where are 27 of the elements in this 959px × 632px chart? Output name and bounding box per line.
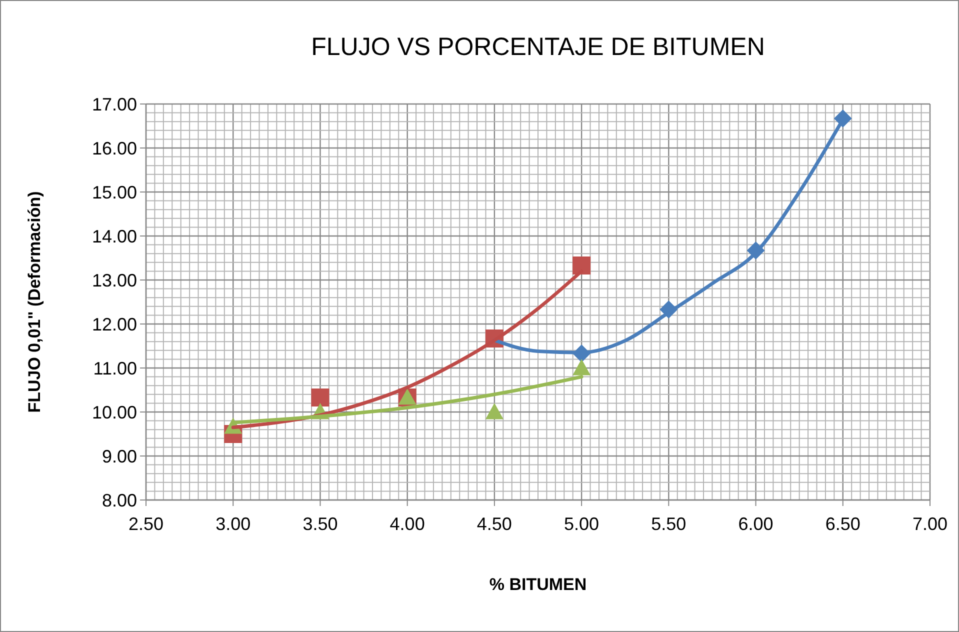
- x-tick-label: 7.00: [912, 514, 948, 534]
- point: [572, 256, 591, 274]
- y-tick-label: 17.00: [92, 94, 137, 114]
- y-tick-label: 9.00: [102, 446, 137, 466]
- y-tick-label: 10.00: [92, 402, 137, 422]
- x-axis-title: % BITUMEN: [489, 575, 587, 594]
- point: [485, 403, 504, 420]
- y-axis-title: FLUJO 0,01" (Deformación): [25, 191, 44, 413]
- point: [572, 359, 591, 376]
- x-tick-label: 4.50: [476, 514, 512, 534]
- y-tick-label: 16.00: [92, 138, 137, 158]
- x-tick-label: 3.00: [216, 514, 251, 534]
- y-tick-label: 11.00: [93, 358, 137, 378]
- x-tick-label: 5.00: [564, 514, 600, 534]
- x-tick-label: 4.00: [390, 514, 425, 534]
- y-tick-label: 8.00: [102, 490, 137, 510]
- x-tick-label: 2.50: [128, 514, 164, 534]
- x-tick-label: 6.50: [825, 514, 860, 534]
- chart-title: FLUJO VS PORCENTAJE DE BITUMEN: [311, 33, 765, 61]
- x-tick-label: 5.50: [651, 514, 686, 534]
- point: [311, 388, 330, 406]
- y-tick-label: 13.00: [92, 270, 137, 290]
- y-tick-label: 12.00: [92, 314, 137, 334]
- y-tick-label: 14.00: [92, 226, 137, 246]
- x-tick-label: 3.50: [302, 514, 338, 534]
- x-tick-label: 6.00: [738, 514, 774, 534]
- y-tick-label: 15.00: [92, 182, 137, 202]
